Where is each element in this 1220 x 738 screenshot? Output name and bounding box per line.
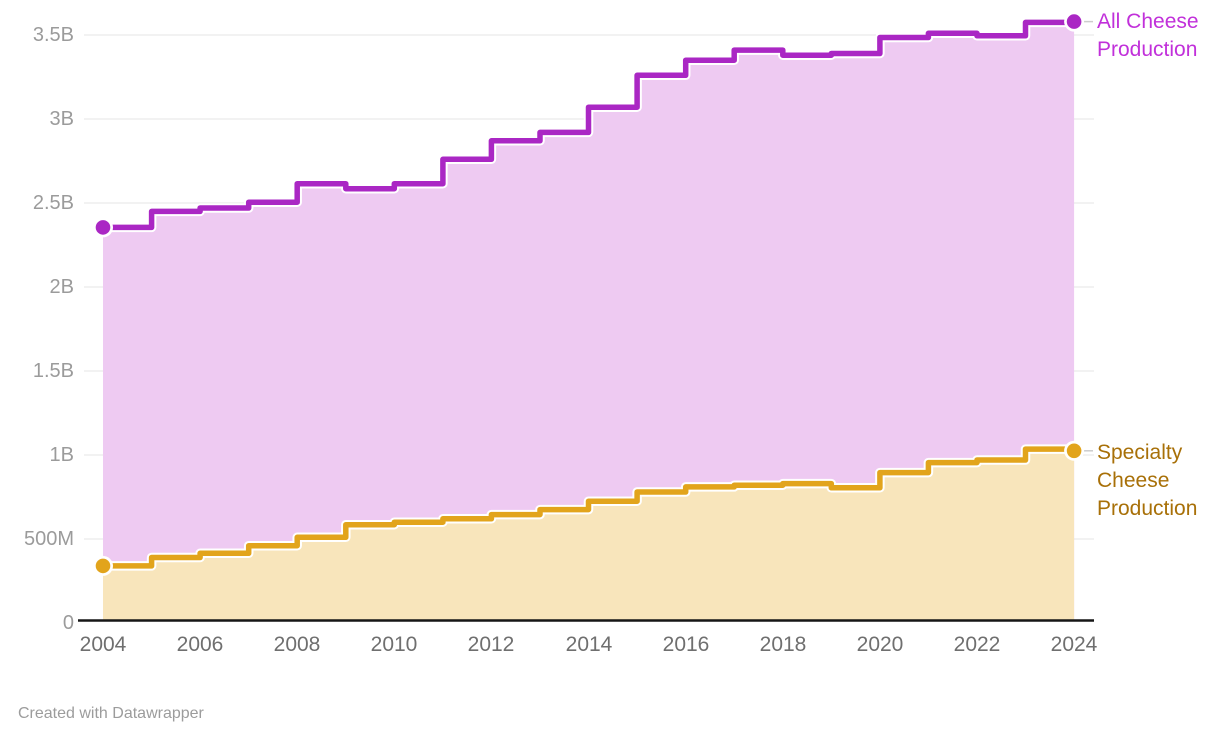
specialty-cheese-line xyxy=(103,446,1077,569)
x-axis-tick-label: 2006 xyxy=(176,633,224,656)
specialty-cheese-start-dot xyxy=(95,558,111,574)
x-axis-tick-label: 2024 xyxy=(1050,633,1098,656)
attribution-text: Created with Datawrapper xyxy=(18,705,204,722)
series-label-line: Cheese xyxy=(1097,469,1170,492)
series-label-line: Production xyxy=(1097,497,1198,520)
x-axis-tick-label: 2020 xyxy=(856,633,904,656)
y-axis-tick-label: 0 xyxy=(62,612,74,634)
x-axis-tick-label: 2012 xyxy=(467,633,515,656)
all-cheese-line xyxy=(103,19,1077,231)
series-label-all-cheese: All Cheese Production xyxy=(1097,8,1199,64)
y-axis-tick-label: 2B xyxy=(49,276,74,298)
x-axis-tick-label: 2022 xyxy=(953,633,1001,656)
y-axis-tick-label: 3B xyxy=(49,108,74,130)
series-label-line: Production xyxy=(1097,38,1198,61)
all-cheese-start-dot xyxy=(95,220,111,235)
x-axis-tick-label: 2004 xyxy=(79,633,127,656)
series-label-line: All Cheese xyxy=(1097,10,1199,33)
x-axis-tick-label: 2008 xyxy=(273,633,321,656)
y-axis-tick-label: 1B xyxy=(49,444,74,466)
y-axis-tick-label: 2.5B xyxy=(32,192,74,214)
all-cheese-area xyxy=(103,21,1075,621)
x-axis-tick-label: 2010 xyxy=(370,633,418,656)
x-axis-tick-label: 2018 xyxy=(759,633,807,656)
y-axis-tick-label: 3.5B xyxy=(32,24,74,46)
y-axis-tick-label: 500M xyxy=(23,528,74,550)
specialty-cheese-end-dot xyxy=(1066,443,1082,459)
y-axis-tick-label: 1.5B xyxy=(32,360,74,382)
x-axis-tick-label: 2014 xyxy=(565,633,613,656)
x-axis-tick-label: 2016 xyxy=(662,633,710,656)
all-cheese-end-dot xyxy=(1066,14,1082,29)
series-label-line: Specialty xyxy=(1097,441,1183,464)
series-label-specialty-cheese: Specialty Cheese Production xyxy=(1097,439,1197,523)
